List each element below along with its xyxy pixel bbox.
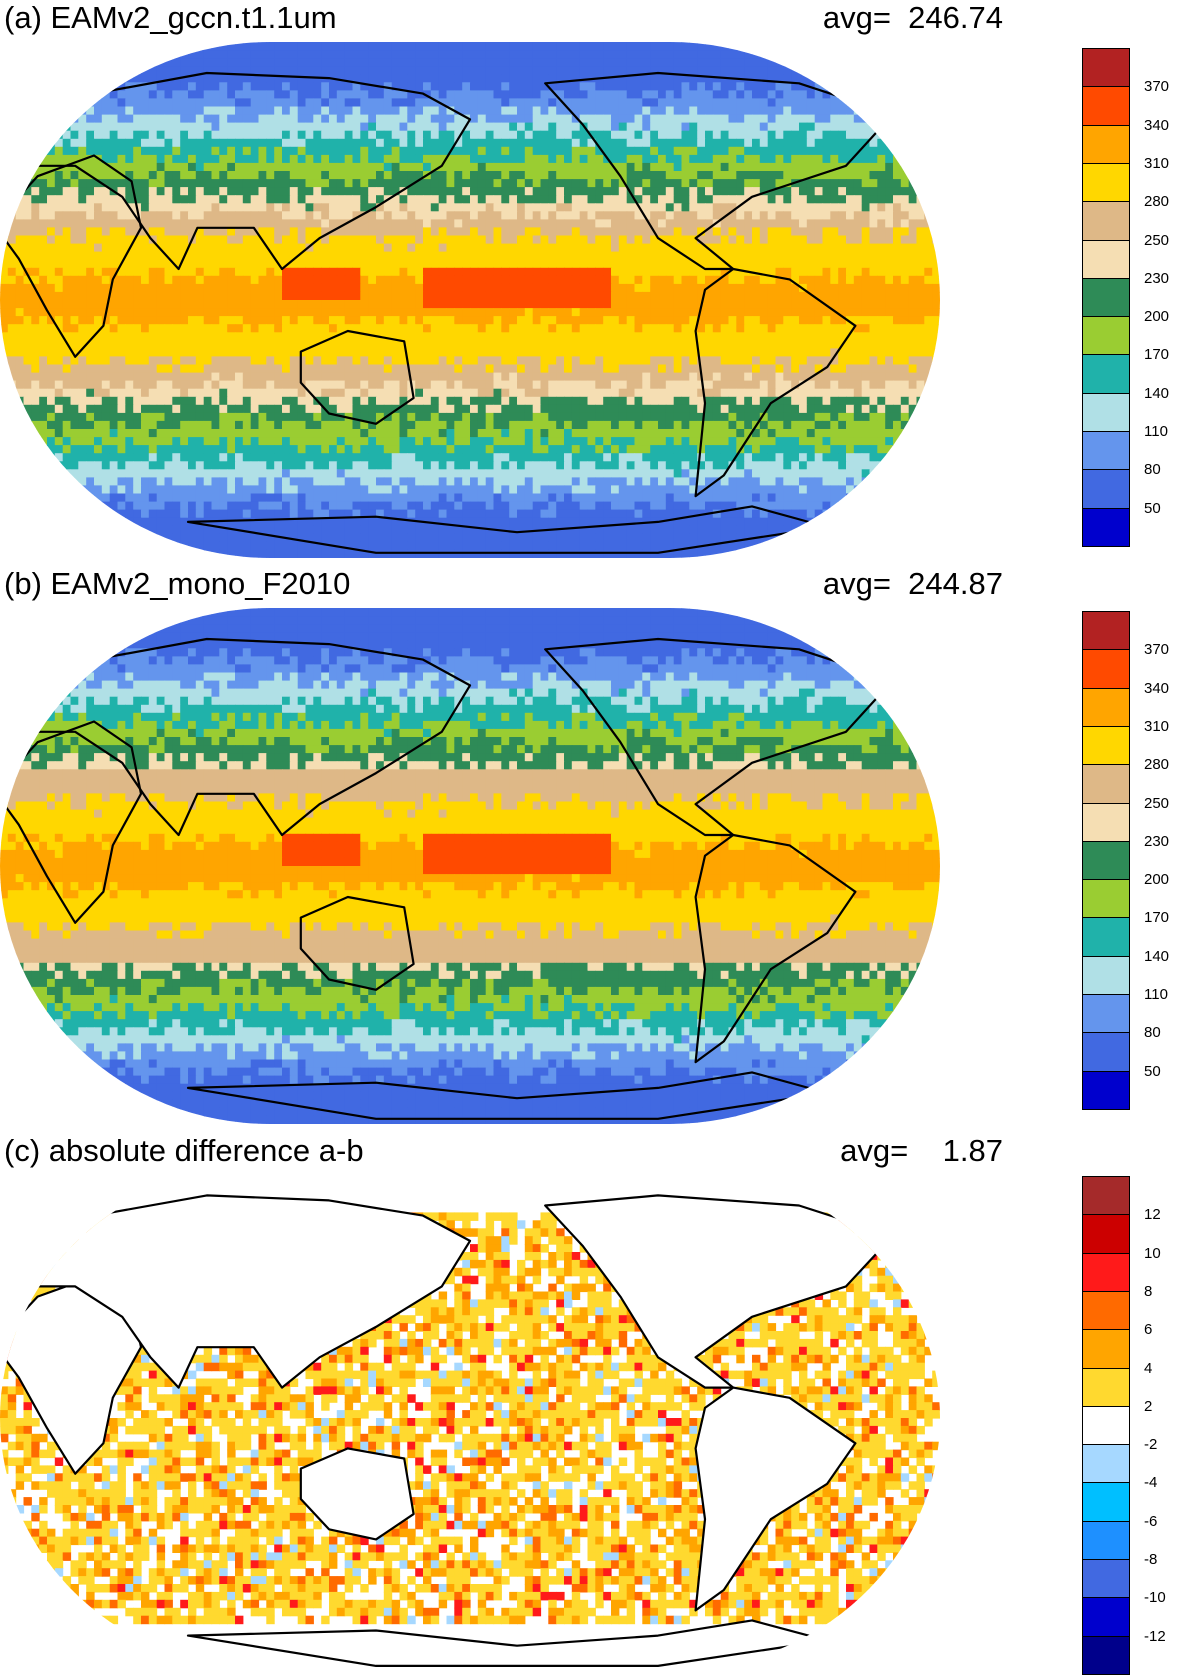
- colorbar-tick-label: 140: [1144, 386, 1188, 401]
- colorbar-tick-label: 12: [1144, 1207, 1188, 1222]
- colorbar-tick-label: 280: [1144, 757, 1188, 772]
- panel-title: (c) absolute difference a-b: [4, 1133, 364, 1169]
- colorbar-tick-label: 110: [1144, 424, 1188, 439]
- colorbar-swatch: [1082, 1252, 1130, 1292]
- colorbar-tick-label: -10: [1144, 1590, 1188, 1605]
- colorbar-swatch: [1082, 1367, 1130, 1407]
- colorbar-swatch: [1082, 48, 1130, 88]
- colorbar-tick-label: 50: [1144, 1064, 1188, 1079]
- colorbar-tick-label: 200: [1144, 872, 1188, 887]
- coastlines: [0, 1194, 895, 1667]
- map-field: [0, 608, 940, 1124]
- colorbar-tick-label: -2: [1144, 1437, 1188, 1452]
- colorbar-swatch: [1082, 239, 1130, 279]
- colorbar-swatch: [1082, 354, 1130, 394]
- map-field: [0, 1194, 940, 1667]
- coastlines: [0, 637, 895, 1120]
- colorbar-tick-label: -12: [1144, 1629, 1188, 1644]
- colorbar-tick-label: 310: [1144, 156, 1188, 171]
- colorbar-swatch: [1082, 1290, 1130, 1331]
- colorbar-tick-label: 170: [1144, 910, 1188, 925]
- panel-average: avg= 1.87: [778, 1133, 1003, 1169]
- panel-a: (a) EAMv2_gccn.t1.1um avg= 246.74 370 340…: [0, 0, 1188, 560]
- colorbar-tick-label: 250: [1144, 233, 1188, 248]
- colorbar-tick-label: 80: [1144, 1025, 1188, 1040]
- colorbar-swatch: [1082, 1070, 1130, 1110]
- colorbar-swatch: [1082, 201, 1130, 241]
- colorbar: 12 10 8 6 4 2 -2 -4 -6 -8 -10 -12: [1082, 1176, 1182, 1675]
- colorbar-swatch: [1082, 687, 1130, 727]
- map-grid-cells: [0, 608, 940, 1124]
- colorbar-swatch: [1082, 162, 1130, 203]
- colorbar-tick-label: 200: [1144, 309, 1188, 324]
- colorbar-swatch: [1082, 917, 1130, 957]
- colorbar-swatch: [1082, 994, 1130, 1034]
- colorbar-swatch: [1082, 802, 1130, 842]
- colorbar-tick-label: 340: [1144, 118, 1188, 133]
- colorbar-swatch: [1082, 1176, 1130, 1216]
- colorbar-swatch: [1082, 649, 1130, 689]
- colorbar-swatch: [1082, 1635, 1130, 1675]
- colorbar-swatch: [1082, 955, 1130, 996]
- colorbar-swatch: [1082, 392, 1130, 433]
- panel-average: avg= 246.74: [778, 0, 1003, 36]
- colorbar-tick-label: 8: [1144, 1284, 1188, 1299]
- colorbar-swatch: [1082, 86, 1130, 126]
- colorbar-tick-label: 2: [1144, 1399, 1188, 1414]
- colorbar-swatch: [1082, 1444, 1130, 1484]
- colorbar-tick-label: -6: [1144, 1514, 1188, 1529]
- colorbar-tick-label: 340: [1144, 681, 1188, 696]
- panel-title: (a) EAMv2_gccn.t1.1um: [4, 0, 337, 36]
- colorbar-tick-label: 4: [1144, 1361, 1188, 1376]
- colorbar-swatch: [1082, 1482, 1130, 1522]
- colorbar-swatch: [1082, 1214, 1130, 1254]
- colorbar-tick-label: 280: [1144, 194, 1188, 209]
- colorbar-tick-label: 50: [1144, 501, 1188, 516]
- colorbar-tick-label: 370: [1144, 642, 1188, 657]
- colorbar-swatch: [1082, 507, 1130, 547]
- panel-c: (c) absolute difference a-b avg= 1.87 12…: [0, 1133, 1188, 1677]
- colorbar-tick-label: -4: [1144, 1475, 1188, 1490]
- colorbar-tick-label: 230: [1144, 834, 1188, 849]
- colorbar: 370 340 310 280 250 230 200 170 140 110 80 50: [1082, 48, 1182, 547]
- colorbar-tick-label: 370: [1144, 79, 1188, 94]
- colorbar-tick-label: 230: [1144, 271, 1188, 286]
- panel-average: avg= 244.87: [778, 566, 1003, 602]
- colorbar-tick-label: 110: [1144, 987, 1188, 1002]
- colorbar-swatch: [1082, 277, 1130, 318]
- colorbar-tick-label: 6: [1144, 1322, 1188, 1337]
- colorbar-tick-label: 80: [1144, 462, 1188, 477]
- panel-title: (b) EAMv2_mono_F2010: [4, 566, 350, 602]
- colorbar-swatch: [1082, 725, 1130, 766]
- colorbar-swatch: [1082, 840, 1130, 881]
- colorbar-swatch: [1082, 1597, 1130, 1637]
- colorbar-swatch: [1082, 1405, 1130, 1446]
- colorbar-tick-label: 250: [1144, 796, 1188, 811]
- colorbar-swatch: [1082, 611, 1130, 651]
- colorbar-swatch: [1082, 1520, 1130, 1561]
- colorbar-swatch: [1082, 1329, 1130, 1369]
- colorbar-swatch: [1082, 431, 1130, 471]
- colorbar: 370 340 310 280 250 230 200 170 140 110 80 50: [1082, 611, 1182, 1110]
- colorbar-swatch: [1082, 879, 1130, 919]
- colorbar-swatch: [1082, 1032, 1130, 1072]
- colorbar-tick-label: 310: [1144, 719, 1188, 734]
- panel-b: (b) EAMv2_mono_F2010 avg= 244.87 370 340 3…: [0, 566, 1188, 1126]
- colorbar-tick-label: 140: [1144, 949, 1188, 964]
- colorbar-tick-label: -8: [1144, 1552, 1188, 1567]
- colorbar-swatch: [1082, 124, 1130, 164]
- colorbar-swatch: [1082, 764, 1130, 804]
- colorbar-tick-label: 170: [1144, 347, 1188, 362]
- colorbar-swatch: [1082, 316, 1130, 356]
- colorbar-tick-label: 10: [1144, 1246, 1188, 1261]
- map-field: [0, 42, 940, 558]
- colorbar-swatch: [1082, 1559, 1130, 1599]
- colorbar-swatch: [1082, 469, 1130, 509]
